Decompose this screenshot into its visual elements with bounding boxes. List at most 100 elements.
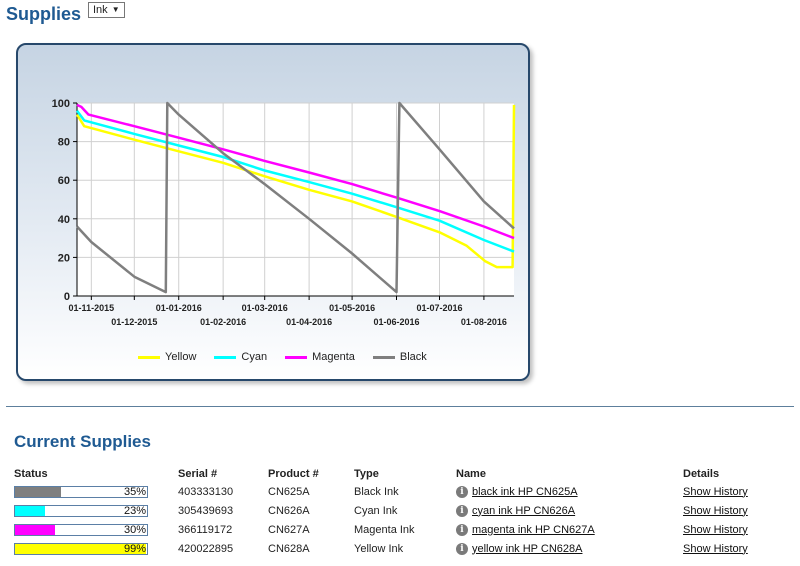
x-tick-label: 01-06-2016 bbox=[373, 317, 419, 327]
x-tick-label: 01-04-2016 bbox=[286, 317, 332, 327]
x-tick-label: 01-12-2015 bbox=[111, 317, 157, 327]
series-line-cyan bbox=[75, 109, 515, 253]
supply-name-link[interactable]: cyan ink HP CN626A bbox=[472, 504, 576, 517]
current-supplies-title: Current Supplies bbox=[14, 432, 151, 451]
y-tick-label: 100 bbox=[52, 98, 70, 110]
legend-label: Black bbox=[399, 351, 427, 363]
name-wrap: i yellow ink HP CN628A bbox=[456, 542, 683, 555]
x-tick-label: 01-08-2016 bbox=[461, 317, 507, 327]
show-history-link[interactable]: Show History bbox=[683, 542, 748, 555]
info-icon[interactable]: i bbox=[456, 485, 468, 498]
legend-swatch bbox=[138, 355, 160, 359]
level-percent: 99% bbox=[123, 542, 146, 555]
info-icon[interactable]: i bbox=[456, 504, 468, 517]
type-cell: Yellow Ink bbox=[354, 542, 404, 555]
status-cell: 30% bbox=[14, 520, 178, 539]
level-percent: 23% bbox=[123, 504, 146, 517]
header-product: Product # bbox=[268, 468, 319, 480]
name-cell: i black ink HP CN625A bbox=[456, 482, 683, 501]
x-tick-label: 01-11-2015 bbox=[69, 303, 115, 313]
status-cell: 35% bbox=[14, 482, 178, 501]
name-wrap: i magenta ink HP CN627A bbox=[456, 523, 683, 536]
chart-legend: Yellow Cyan Magenta Black bbox=[138, 351, 427, 363]
legend-item-magenta: Magenta bbox=[285, 351, 355, 363]
product-cell: CN628A bbox=[268, 542, 310, 555]
chevron-down-icon: ▼ bbox=[111, 5, 120, 14]
type-cell: Magenta Ink bbox=[354, 523, 415, 536]
chart-svg: 0 20 40 60 80 100 01-11-2015 01-12-2015 01-01-20… bbox=[52, 98, 516, 327]
name-cell: i yellow ink HP CN628A bbox=[456, 539, 683, 558]
legend-label: Magenta bbox=[312, 351, 355, 363]
supply-level-chart: 0 20 40 60 80 100 01-11-2015 01-12-2015 01-01-20… bbox=[16, 43, 530, 381]
header-status: Status bbox=[14, 468, 48, 480]
y-tick-label: 40 bbox=[58, 214, 70, 226]
y-tick-label: 0 bbox=[64, 291, 70, 303]
details-cell: Show History bbox=[683, 539, 773, 558]
details-cell: Show History bbox=[683, 520, 773, 539]
header-type: Type bbox=[354, 468, 379, 480]
table-row: 23% 305439693 CN626A Cyan Ink i cyan ink HP C… bbox=[14, 501, 773, 520]
info-icon[interactable]: i bbox=[456, 542, 468, 555]
supply-type-select-value: Ink bbox=[93, 4, 108, 16]
supplies-table: Status Serial # Product # Type Name Deta… bbox=[14, 466, 773, 558]
serial-cell: 305439693 bbox=[178, 504, 234, 517]
y-tick-label: 80 bbox=[58, 137, 70, 149]
name-wrap: i cyan ink HP CN626A bbox=[456, 504, 683, 517]
level-bar-fill bbox=[15, 543, 146, 554]
plot-area bbox=[77, 103, 514, 296]
legend-label: Yellow bbox=[165, 351, 197, 363]
legend-item-yellow: Yellow bbox=[138, 351, 196, 363]
header-serial: Serial # bbox=[178, 468, 218, 480]
table-row: 35% 403333130 CN625A Black Ink i black ink HP… bbox=[14, 482, 773, 501]
table-header-row: Status Serial # Product # Type Name Deta… bbox=[14, 466, 773, 482]
level-bar: 99% bbox=[14, 542, 148, 555]
show-history-link[interactable]: Show History bbox=[683, 523, 748, 536]
series-line-yellow bbox=[75, 104, 516, 269]
supply-name-link[interactable]: yellow ink HP CN628A bbox=[472, 542, 583, 555]
name-cell: i cyan ink HP CN626A bbox=[456, 501, 683, 520]
legend-swatch bbox=[214, 355, 237, 359]
legend-item-cyan: Cyan bbox=[214, 351, 267, 363]
divider bbox=[6, 406, 794, 407]
series-line-magenta bbox=[76, 103, 515, 240]
supply-type-select[interactable]: Ink ▼ bbox=[88, 2, 125, 18]
supply-name-link[interactable]: black ink HP CN625A bbox=[472, 485, 578, 498]
table-row: 30% 366119172 CN627A Magenta Ink i magenta in… bbox=[14, 520, 773, 539]
x-tick-label: 01-05-2016 bbox=[329, 303, 375, 313]
page-title: Supplies bbox=[6, 4, 82, 24]
level-percent: 35% bbox=[123, 485, 146, 498]
name-cell: i magenta ink HP CN627A bbox=[456, 520, 683, 539]
y-tick-label: 60 bbox=[58, 175, 70, 187]
header-details: Details bbox=[683, 468, 720, 480]
serial-cell: 366119172 bbox=[178, 523, 233, 536]
table-row: 99% 420022895 CN628A Yellow Ink i yellow ink … bbox=[14, 539, 773, 558]
x-tick-label: 01-01-2016 bbox=[156, 303, 202, 313]
legend-swatch bbox=[372, 355, 395, 359]
level-bar: 30% bbox=[14, 523, 148, 536]
legend-label: Cyan bbox=[241, 351, 268, 363]
status-cell: 99% bbox=[14, 539, 178, 558]
level-bar-fill bbox=[15, 524, 55, 535]
details-cell: Show History bbox=[683, 501, 773, 520]
name-wrap: i black ink HP CN625A bbox=[456, 485, 683, 498]
show-history-link[interactable]: Show History bbox=[683, 485, 748, 498]
supply-name-link[interactable]: magenta ink HP CN627A bbox=[472, 523, 595, 536]
series-line-black bbox=[76, 101, 515, 294]
level-bar-fill bbox=[15, 486, 62, 497]
details-cell: Show History bbox=[683, 482, 773, 501]
level-bar: 23% bbox=[14, 504, 148, 517]
product-cell: CN627A bbox=[268, 523, 310, 536]
show-history-link[interactable]: Show History bbox=[683, 504, 748, 517]
status-cell: 23% bbox=[14, 501, 178, 520]
product-cell: CN626A bbox=[268, 504, 310, 517]
x-tick-label: 01-02-2016 bbox=[200, 317, 246, 327]
level-percent: 30% bbox=[123, 523, 146, 536]
serial-cell: 420022895 bbox=[178, 542, 234, 555]
x-tick-label: 01-03-2016 bbox=[242, 303, 288, 313]
info-icon[interactable]: i bbox=[456, 523, 468, 536]
level-bar-fill bbox=[15, 505, 46, 516]
serial-cell: 403333130 bbox=[178, 485, 234, 498]
level-bar: 35% bbox=[14, 485, 148, 498]
type-cell: Black Ink bbox=[354, 485, 399, 498]
legend-item-black: Black bbox=[372, 351, 427, 363]
